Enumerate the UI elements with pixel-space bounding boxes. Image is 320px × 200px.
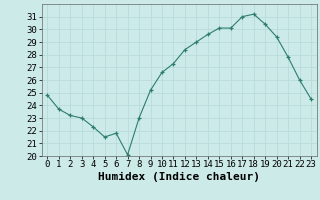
X-axis label: Humidex (Indice chaleur): Humidex (Indice chaleur)	[98, 172, 260, 182]
